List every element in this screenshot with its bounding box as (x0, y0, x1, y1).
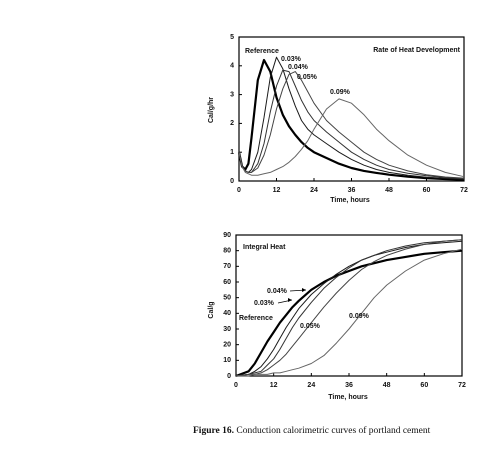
arrow-head (302, 288, 306, 292)
arrow-head (288, 298, 292, 302)
y-tick-label: 80 (223, 248, 231, 255)
caption-text: Conduction calorimetric curves of portla… (236, 426, 431, 436)
caption-label: Figure 16. (193, 426, 234, 436)
series-line (235, 249, 463, 378)
series-label: Reference (245, 48, 279, 55)
x-tick-label: 0 (237, 187, 241, 194)
x-tick-label: 48 (385, 187, 393, 194)
series-label: 0.04% (267, 288, 288, 295)
x-tick-label: 24 (307, 382, 315, 389)
y-tick-label: 3 (230, 91, 234, 98)
x-tick-label: 48 (383, 382, 391, 389)
x-axis-label: Time, hours (328, 394, 368, 401)
series-label: 0.04% (288, 64, 309, 71)
series-label: 0.03% (254, 300, 275, 307)
series-line (235, 239, 463, 377)
y-tick-label: 4 (230, 63, 234, 70)
y-tick-label: 5 (230, 34, 234, 41)
x-tick-label: 60 (423, 187, 431, 194)
x-tick-label: 12 (273, 187, 281, 194)
series-line (238, 71, 465, 179)
y-tick-label: 2 (230, 120, 234, 127)
series-label: Reference (239, 315, 273, 322)
chart-title: Rate of Heat Development (373, 47, 460, 54)
y-tick-label: 60 (223, 279, 231, 286)
y-tick-label: 0 (230, 178, 234, 185)
y-tick-label: 40 (223, 310, 231, 317)
series-label: 0.09% (349, 313, 370, 320)
series-line (238, 98, 465, 178)
y-tick-label: 30 (223, 326, 231, 333)
x-tick-label: 72 (458, 382, 466, 389)
x-tick-label: 12 (270, 382, 278, 389)
x-tick-label: 24 (310, 187, 318, 194)
y-tick-label: 0 (227, 373, 231, 380)
y-axis-label: Cal/g/hr (208, 97, 215, 123)
series-label: 0.03% (281, 56, 302, 63)
y-tick-label: 10 (223, 357, 231, 364)
x-tick-label: 0 (234, 382, 238, 389)
x-tick-label: 60 (420, 382, 428, 389)
series-line (237, 58, 465, 181)
y-tick-label: 50 (223, 295, 231, 302)
chart-title: Integral Heat (243, 244, 286, 251)
y-tick-label: 90 (223, 232, 231, 239)
series-line (238, 56, 465, 180)
series-line (236, 248, 463, 377)
y-tick-label: 70 (223, 263, 231, 270)
caption: Figure 16. Conduction calorimetric curve… (193, 426, 430, 436)
y-tick-label: 1 (230, 149, 234, 156)
x-tick-label: 36 (348, 187, 356, 194)
x-axis-label: Time, hours (330, 197, 370, 204)
y-axis-label: Cal/g (208, 301, 215, 318)
series-line (235, 240, 463, 377)
x-tick-label: 36 (345, 382, 353, 389)
series-label: 0.09% (330, 89, 351, 96)
series-line (235, 239, 463, 377)
x-tick-label: 72 (460, 187, 468, 194)
series-label: 0.05% (300, 323, 321, 330)
series-label: 0.05% (297, 74, 318, 81)
y-tick-label: 20 (223, 342, 231, 349)
